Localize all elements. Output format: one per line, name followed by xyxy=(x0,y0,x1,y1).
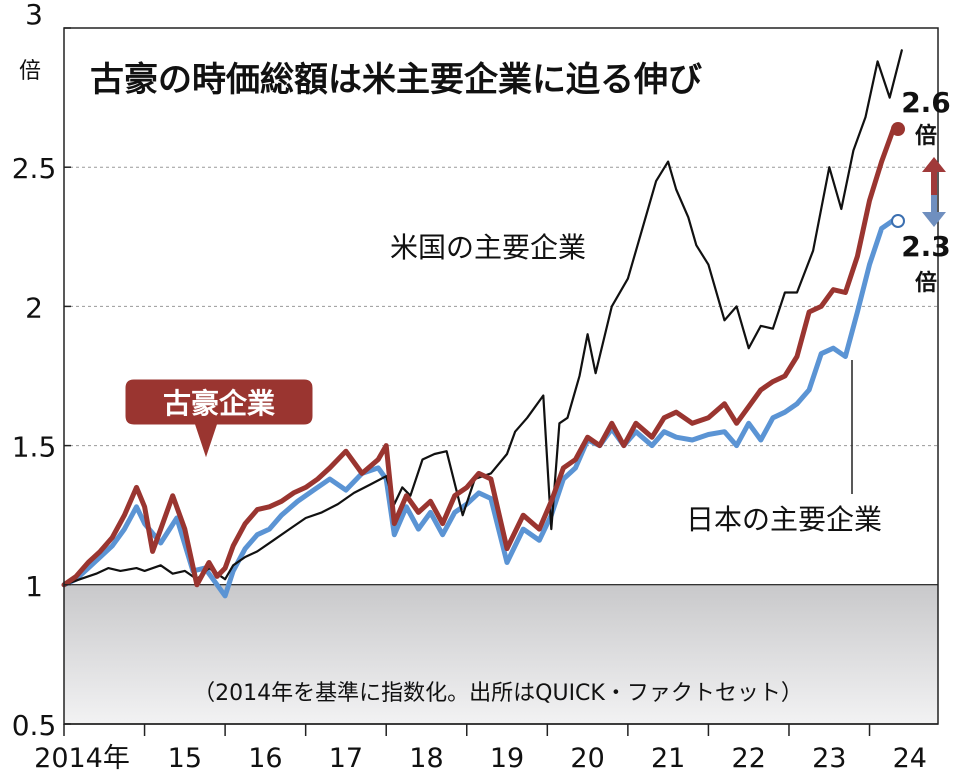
x-tick-label: 17 xyxy=(329,743,363,774)
y-tick-label: 2.5 xyxy=(12,152,57,185)
jp-end-marker xyxy=(891,214,905,228)
kogo-series-line xyxy=(61,125,897,588)
us-series-line xyxy=(62,49,903,586)
y-axis: 3 2.5 2 1.5 1 0.5 xyxy=(12,0,71,742)
gap-arrow-shaft-top xyxy=(931,171,937,196)
kogo-callout-label: 古豪企業 xyxy=(163,387,275,420)
y-unit-label: 倍 xyxy=(19,59,41,84)
gap-arrow-down-head xyxy=(922,212,946,227)
kogo-callout: 古豪企業 xyxy=(122,376,316,467)
chart-title: 古豪の時価総額は米主要企業に迫る伸び xyxy=(90,60,702,100)
x-tick-label: 20 xyxy=(570,743,604,774)
source-note: （2014年を基準に指数化。出所はQUICK・ファクトセット） xyxy=(193,681,803,706)
below-baseline-band xyxy=(64,586,938,724)
x-tick-label: 22 xyxy=(732,743,766,774)
kogo-end-marker xyxy=(891,122,905,136)
y-tick-label: 1 xyxy=(25,570,43,603)
x-tick-label: 15 xyxy=(168,743,202,774)
jp-series-label: 日本の主要企業 xyxy=(686,503,882,536)
jp-end-unit: 倍 xyxy=(915,270,937,296)
y-tick-label: 0.5 xyxy=(12,709,57,742)
gap-arrow-up-head xyxy=(922,157,946,172)
x-tick-label: 16 xyxy=(248,743,282,774)
kogo-end-value: 2.6 xyxy=(901,86,951,119)
kogo-callout-bubble xyxy=(122,376,316,467)
x-tick-label: 24 xyxy=(893,743,927,774)
gap-arrow xyxy=(922,157,946,227)
x-axis: 2014年 15 16 17 18 19 20 21 22 23 24 xyxy=(34,723,938,774)
x-tick-label: 23 xyxy=(812,743,846,774)
gap-arrow-shaft-bottom xyxy=(931,195,937,213)
kogo-end-unit: 倍 xyxy=(915,123,937,149)
x-tick-label: 2014年 xyxy=(34,743,130,774)
series-group xyxy=(61,49,903,599)
us-series-label: 米国の主要企業 xyxy=(390,231,586,264)
jp-end-value: 2.3 xyxy=(901,230,951,263)
x-tick-label: 21 xyxy=(651,743,685,774)
y-tick-label: 3 xyxy=(25,0,43,31)
y-tick-label: 2 xyxy=(25,291,43,324)
x-tick-label: 18 xyxy=(409,743,443,774)
y-tick-label: 1.5 xyxy=(12,431,57,464)
x-tick-label: 19 xyxy=(490,743,524,774)
